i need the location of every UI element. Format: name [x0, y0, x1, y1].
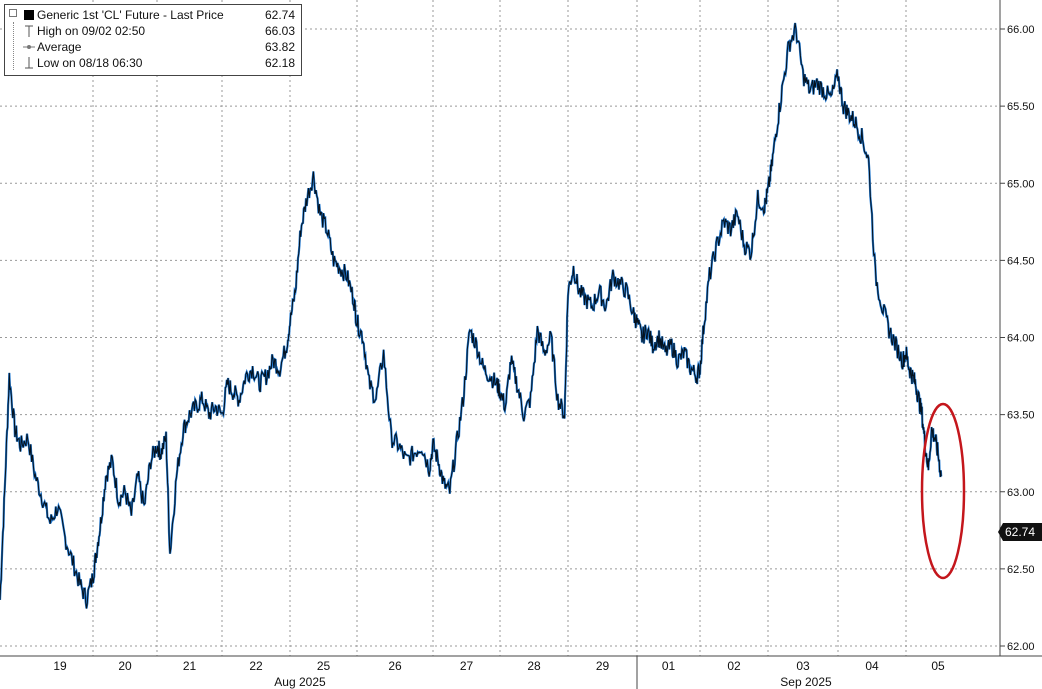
legend-title: Generic 1st 'CL' Future - Last Price [37, 8, 224, 22]
x-axis-tick-labels: 19 20 21 22 25 26 27 28 29 01 02 03 04 05 [53, 659, 945, 673]
y-tick-label: 66.00 [1007, 24, 1035, 36]
x-tick-label: 28 [527, 659, 541, 673]
x-tick-label: 21 [183, 659, 197, 673]
legend-collapse-icon[interactable] [9, 9, 17, 17]
y-tick-label: 63.50 [1007, 410, 1035, 422]
x-tick-label: 02 [727, 659, 741, 673]
low-marker-icon [23, 55, 35, 71]
x-tick-label: 19 [53, 659, 67, 673]
square-marker-icon [23, 7, 35, 23]
x-tick-label: 25 [317, 659, 331, 673]
x-axis-month-labels: Aug 2025 Sep 2025 [274, 675, 832, 689]
x-tick-label: 03 [796, 659, 810, 673]
legend-tree-connector [13, 22, 15, 70]
legend-row-high: High on 09/02 02:50 66.03 [5, 23, 301, 39]
y-tick-label: 65.50 [1007, 101, 1035, 113]
last-price-tag: 62.74 [998, 523, 1042, 541]
legend-low-value: 62.18 [264, 56, 295, 70]
legend-high-value: 66.03 [264, 24, 295, 38]
y-tick-label: 64.00 [1007, 333, 1035, 345]
x-tick-label: 04 [865, 659, 879, 673]
x-tick-label: 05 [931, 659, 945, 673]
x-tick-label: 27 [460, 659, 474, 673]
legend-average-value: 63.82 [264, 40, 295, 54]
x-tick-label: 22 [249, 659, 263, 673]
legend-row-low: Low on 08/18 06:30 62.18 [5, 55, 301, 71]
series-line-dark [0, 22, 942, 609]
legend-row-average: Average 63.82 [5, 39, 301, 55]
y-tick-label: 62.50 [1007, 564, 1035, 576]
plot-background [0, 0, 1000, 656]
y-axis-tick-labels: 62.00 62.50 63.00 63.50 64.00 64.50 65.00 65.50… [1007, 24, 1035, 653]
x-tick-label: 26 [388, 659, 402, 673]
x-tick-label: 20 [118, 659, 132, 673]
average-marker-icon [23, 39, 35, 55]
x-tick-label: 29 [596, 659, 610, 673]
month-label: Sep 2025 [780, 675, 832, 689]
price-series [0, 22, 943, 609]
month-label: Aug 2025 [274, 675, 326, 689]
x-tick-label: 01 [662, 659, 676, 673]
legend-last-value: 62.74 [264, 8, 295, 22]
y-tick-label: 62.00 [1007, 641, 1035, 653]
legend-average-label: Average [37, 40, 82, 54]
highlight-ellipse [920, 402, 966, 580]
legend-row-last-price: Generic 1st 'CL' Future - Last Price 62.… [5, 7, 301, 23]
y-tick-label: 65.00 [1007, 178, 1035, 190]
y-tick-label: 64.50 [1007, 255, 1035, 267]
y-tick-label: 63.00 [1007, 487, 1035, 499]
high-marker-icon [23, 23, 35, 39]
chart-legend: Generic 1st 'CL' Future - Last Price 62.… [4, 4, 302, 76]
legend-low-label: Low on 08/18 06:30 [37, 56, 143, 70]
legend-high-label: High on 09/02 02:50 [37, 24, 146, 38]
